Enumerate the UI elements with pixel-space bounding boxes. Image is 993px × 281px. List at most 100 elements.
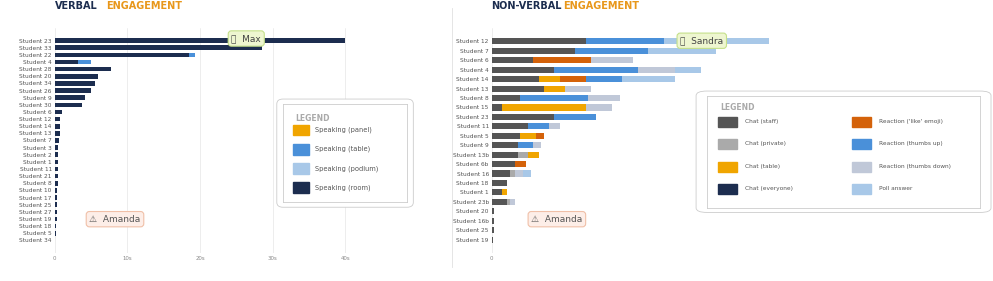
Bar xyxy=(55,145,59,150)
Bar xyxy=(718,139,737,149)
Text: Speaking (panel): Speaking (panel) xyxy=(315,127,372,133)
Text: Chat (private): Chat (private) xyxy=(745,141,786,146)
Text: VERBAL: VERBAL xyxy=(55,1,97,11)
Bar xyxy=(55,195,57,200)
Bar xyxy=(492,151,517,158)
Bar xyxy=(55,74,98,79)
Bar xyxy=(55,117,61,121)
Bar xyxy=(55,181,58,186)
Bar xyxy=(515,171,523,176)
Bar xyxy=(492,171,509,176)
Bar xyxy=(55,160,59,164)
Bar xyxy=(492,218,495,224)
Bar xyxy=(492,76,538,82)
Bar xyxy=(492,133,520,139)
Bar xyxy=(520,133,536,139)
Text: LEGEND: LEGEND xyxy=(296,114,330,123)
Text: NON-VERBAL: NON-VERBAL xyxy=(492,1,562,11)
Bar xyxy=(517,142,533,148)
Bar xyxy=(674,67,701,73)
Bar xyxy=(638,67,674,73)
Bar xyxy=(492,227,494,233)
Bar xyxy=(492,57,533,63)
Bar xyxy=(55,188,57,193)
Bar xyxy=(852,139,871,149)
FancyBboxPatch shape xyxy=(277,99,413,207)
Bar xyxy=(492,237,494,243)
Bar xyxy=(293,182,309,193)
Bar xyxy=(55,53,189,57)
Bar xyxy=(664,38,769,44)
Bar xyxy=(586,38,664,44)
Text: Chat (staff): Chat (staff) xyxy=(745,119,779,124)
Bar xyxy=(492,180,507,186)
Bar xyxy=(492,189,502,196)
Text: Reaction ('like' emoji): Reaction ('like' emoji) xyxy=(879,119,943,124)
Bar xyxy=(502,105,586,110)
Bar xyxy=(536,133,544,139)
Bar xyxy=(515,161,525,167)
Bar xyxy=(718,184,737,194)
Text: ⚠  Amanda: ⚠ Amanda xyxy=(89,215,141,224)
Bar xyxy=(520,95,588,101)
Text: Chat (everyone): Chat (everyone) xyxy=(745,186,793,191)
Bar xyxy=(492,67,554,73)
Bar xyxy=(55,110,62,114)
Bar xyxy=(492,199,507,205)
Bar xyxy=(55,231,56,235)
Bar xyxy=(648,48,717,54)
Bar xyxy=(55,60,77,64)
Bar xyxy=(528,151,538,158)
Bar xyxy=(55,174,58,178)
Bar xyxy=(189,53,195,57)
Bar xyxy=(509,171,515,176)
Bar xyxy=(492,114,554,120)
Bar xyxy=(55,38,346,43)
Bar xyxy=(492,105,502,110)
Bar xyxy=(55,67,111,71)
Bar xyxy=(492,208,495,214)
Text: ENGAGEMENT: ENGAGEMENT xyxy=(106,1,183,11)
Bar xyxy=(586,105,612,110)
Bar xyxy=(575,48,648,54)
Bar xyxy=(293,144,309,155)
Bar xyxy=(586,76,623,82)
Text: Poll answer: Poll answer xyxy=(879,186,913,191)
Bar xyxy=(588,95,620,101)
Bar xyxy=(554,67,638,73)
Text: Speaking (room): Speaking (room) xyxy=(315,184,371,191)
Bar xyxy=(517,151,528,158)
Bar xyxy=(623,76,674,82)
Bar xyxy=(55,95,85,100)
Bar xyxy=(523,171,531,176)
Bar xyxy=(554,114,596,120)
Text: 👍  Sandra: 👍 Sandra xyxy=(680,36,723,45)
Bar xyxy=(544,85,565,92)
Bar xyxy=(55,167,58,171)
Bar xyxy=(77,60,91,64)
Bar xyxy=(55,138,59,143)
Bar xyxy=(55,131,60,136)
Bar xyxy=(55,224,56,228)
Text: Chat (table): Chat (table) xyxy=(745,164,780,169)
Bar xyxy=(55,210,57,214)
Bar xyxy=(528,123,549,130)
Bar xyxy=(492,85,544,92)
Bar xyxy=(55,88,91,93)
Bar xyxy=(55,124,61,128)
Bar xyxy=(492,38,586,44)
Text: Speaking (table): Speaking (table) xyxy=(315,146,370,153)
Bar xyxy=(718,117,737,127)
Bar xyxy=(55,46,262,50)
Text: Reaction (thumbs up): Reaction (thumbs up) xyxy=(879,141,942,146)
Bar xyxy=(591,57,633,63)
Bar xyxy=(538,76,559,82)
Bar xyxy=(55,153,59,157)
Bar xyxy=(492,123,528,130)
Text: LEGEND: LEGEND xyxy=(721,103,755,112)
Bar xyxy=(533,57,591,63)
Bar xyxy=(852,117,871,127)
Bar xyxy=(55,81,94,86)
Text: ENGAGEMENT: ENGAGEMENT xyxy=(563,1,639,11)
Bar xyxy=(293,163,309,174)
